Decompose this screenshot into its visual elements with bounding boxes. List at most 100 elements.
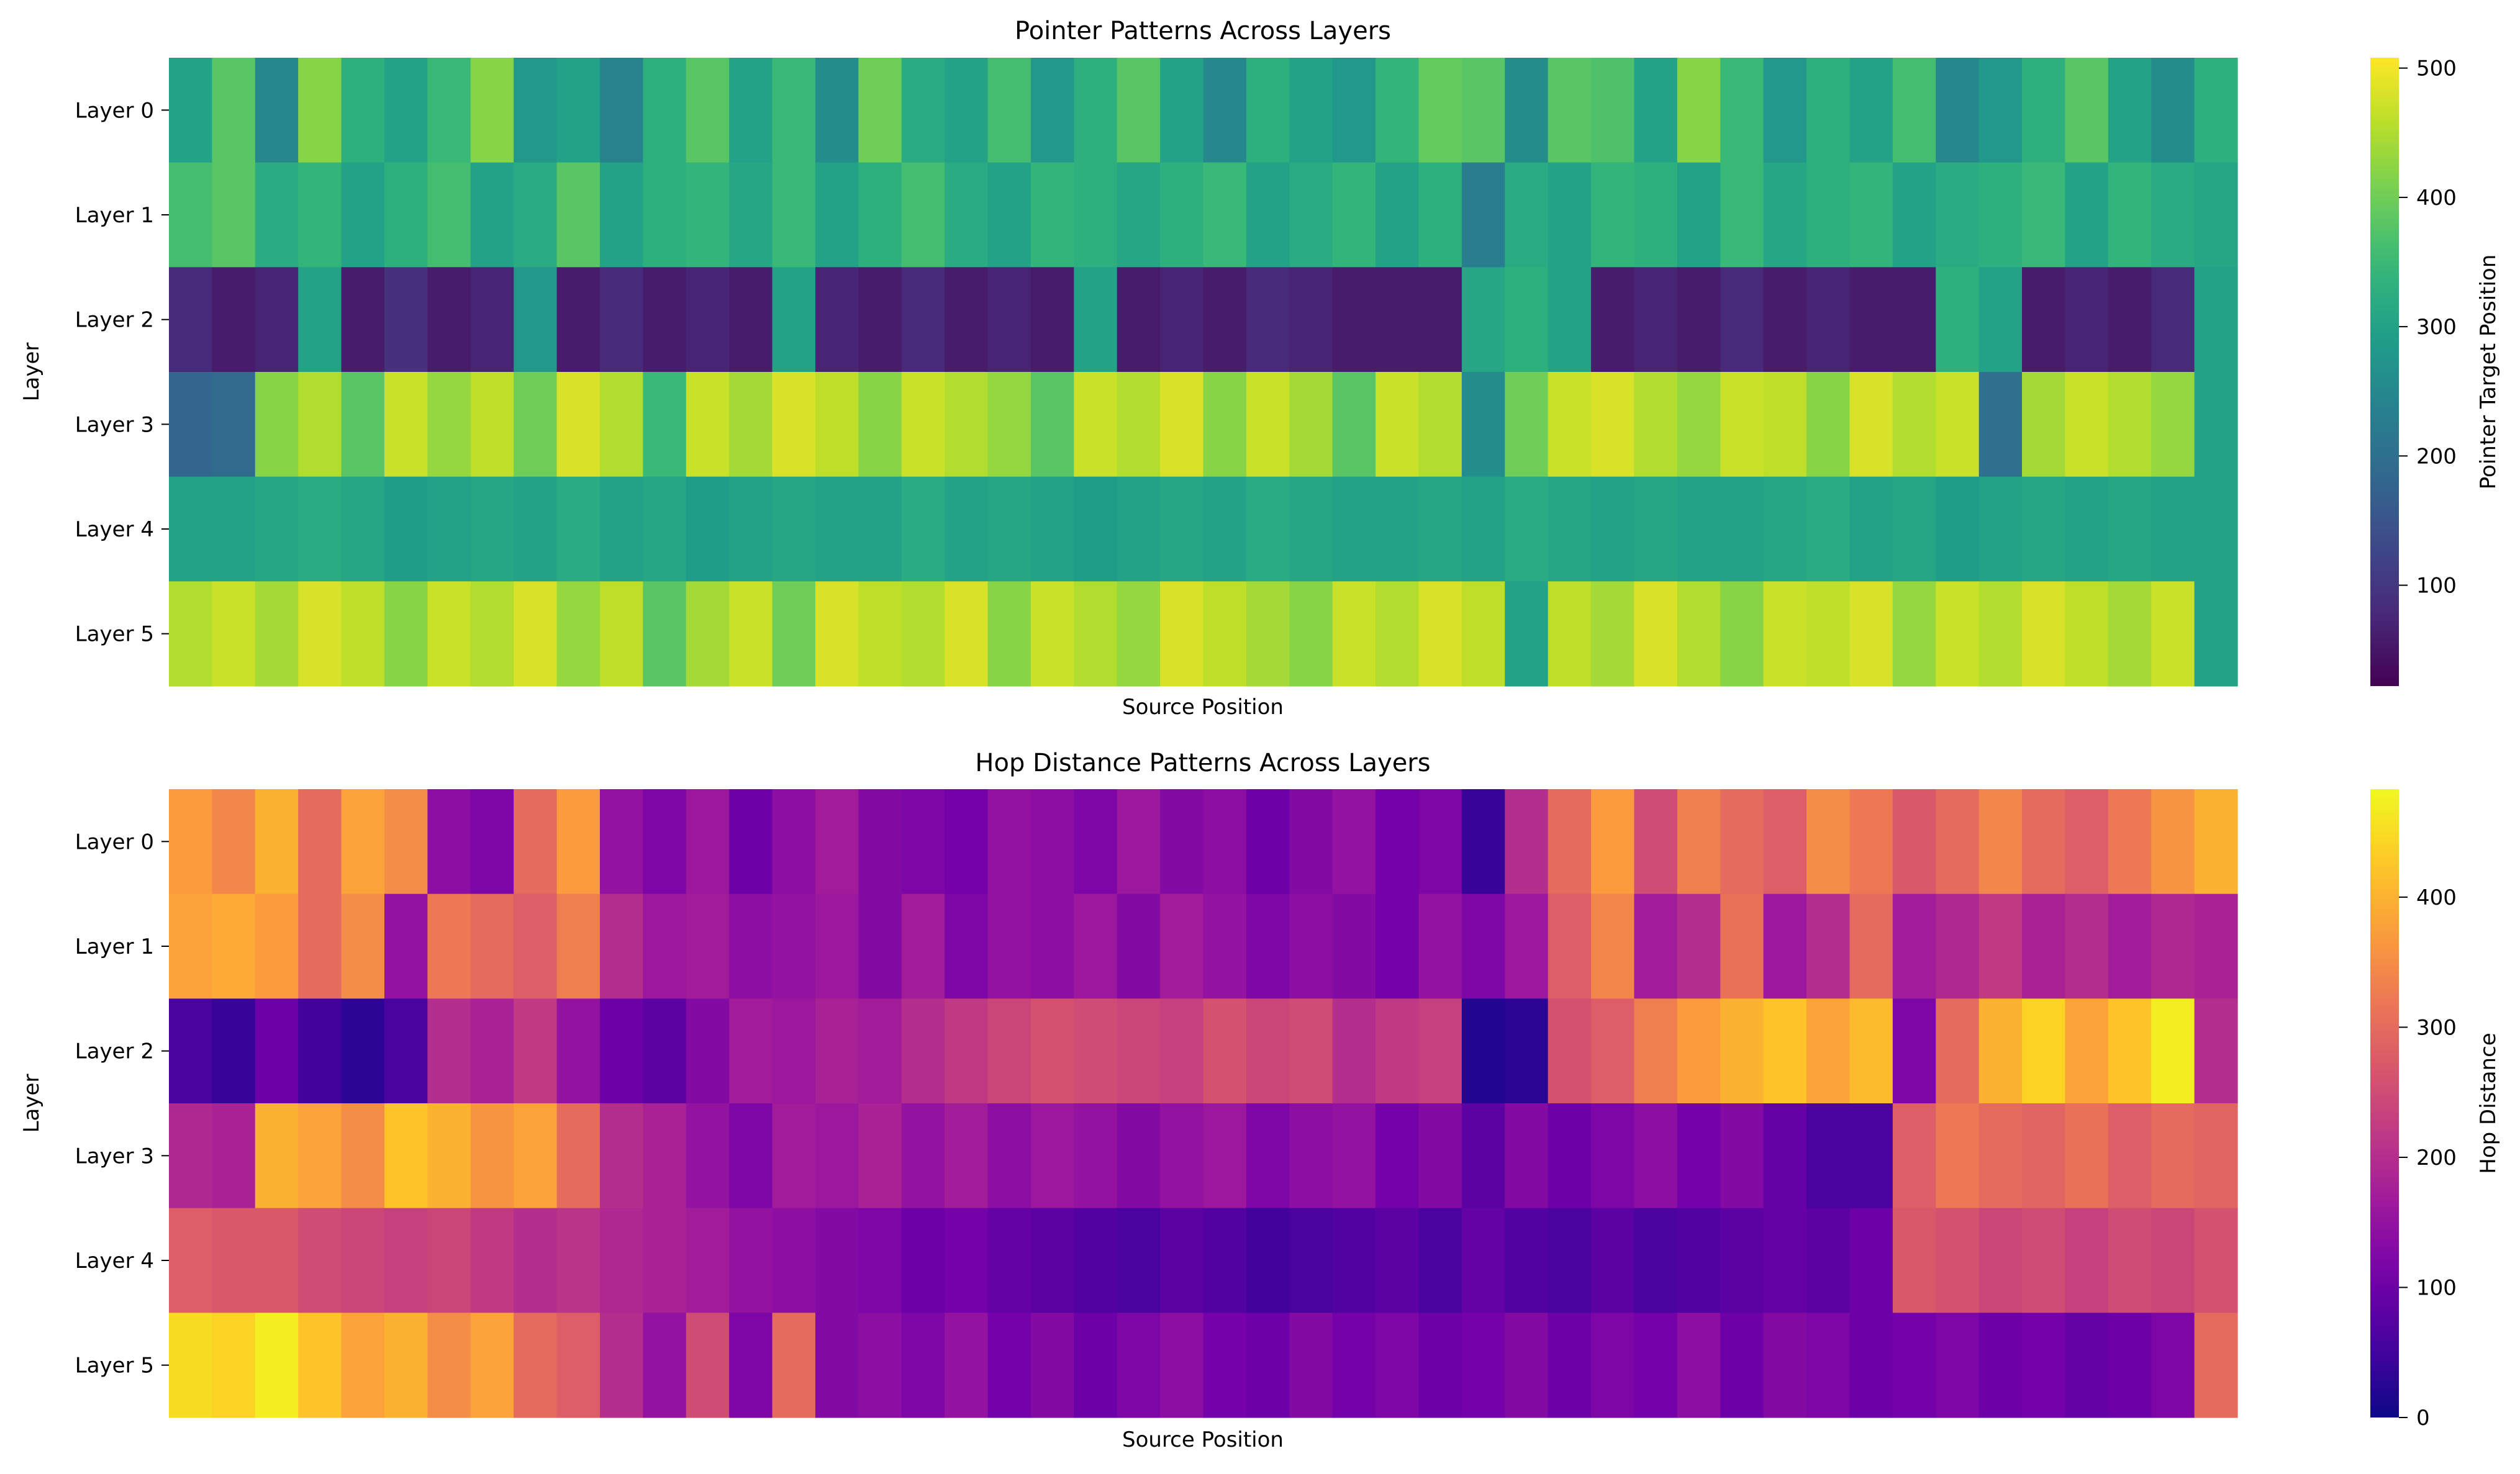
- heatmap-cell: [384, 1103, 428, 1209]
- heatmap-cell: [470, 1208, 514, 1313]
- heatmap-cell: [1978, 1208, 2023, 1313]
- heatmap-cell: [1418, 372, 1462, 477]
- heatmap-cell: [1849, 1313, 1893, 1418]
- heatmap-cell: [815, 998, 859, 1104]
- heatmap-cell: [2065, 372, 2109, 477]
- heatmap-cell: [427, 1313, 471, 1418]
- heatmap-cell: [772, 893, 816, 999]
- heatmap-cell: [772, 1313, 816, 1418]
- heatmap-cell: [1030, 1208, 1074, 1313]
- heatmap-cell: [514, 476, 558, 582]
- heatmap-cell: [1505, 1103, 1549, 1209]
- heatmap-cell: [945, 998, 989, 1104]
- heatmap-cell: [2065, 893, 2109, 999]
- heatmap-cell: [858, 789, 902, 895]
- heatmap-cell: [1246, 893, 1290, 999]
- heatmap-cell: [556, 58, 601, 163]
- heatmap-cell: [2065, 1103, 2109, 1209]
- hop-distance-heatmap-panel: Hop Distance Patterns Across Layers Sour…: [19, 749, 2501, 1452]
- heatmap-cell: [1978, 162, 2023, 268]
- heatmap-cell: [1289, 893, 1333, 999]
- heatmap-cell: [1677, 58, 1721, 163]
- heatmap-cell: [1548, 58, 1592, 163]
- heatmap-cell: [1461, 267, 1505, 373]
- heatmap-cell: [1634, 581, 1678, 687]
- heatmap-cell: [858, 1313, 902, 1418]
- heatmap-cell: [1461, 1208, 1505, 1313]
- heatmap-cell: [1806, 581, 1851, 687]
- heatmap-cell: [427, 789, 471, 895]
- heatmap-cell: [514, 581, 558, 687]
- heatmap-cell: [599, 267, 643, 373]
- heatmap-cell: [255, 998, 299, 1104]
- heatmap-cell: [945, 1208, 989, 1313]
- heatmap-cell: [341, 998, 385, 1104]
- heatmap-cell: [1246, 372, 1290, 477]
- heatmap-cell: [1806, 998, 1851, 1104]
- heatmap-cell: [2022, 1103, 2066, 1209]
- heatmap-cell: [2065, 998, 2109, 1104]
- heatmap-cell: [1246, 267, 1290, 373]
- chart-title: Pointer Patterns Across Layers: [1015, 17, 1391, 45]
- heatmap-cell: [556, 476, 601, 582]
- heatmap-cell: [514, 372, 558, 477]
- heatmap-cell: [384, 372, 428, 477]
- heatmap-cell: [1978, 789, 2023, 895]
- heatmap-cell: [212, 998, 256, 1104]
- chart-title: Hop Distance Patterns Across Layers: [975, 749, 1430, 777]
- heatmap-cell: [427, 581, 471, 687]
- heatmap-cell: [858, 1103, 902, 1209]
- heatmap-cell: [858, 162, 902, 268]
- heatmap-cell: [1074, 1103, 1118, 1209]
- heatmap-cell: [901, 476, 945, 582]
- heatmap-cell: [1548, 1208, 1592, 1313]
- heatmap-cell: [815, 893, 859, 999]
- heatmap-cell: [1892, 267, 1936, 373]
- heatmap-cell: [1677, 1313, 1721, 1418]
- heatmap-cell: [1332, 267, 1376, 373]
- heatmap-cell: [772, 267, 816, 373]
- heatmap-cell: [384, 1313, 428, 1418]
- heatmap-cell: [815, 162, 859, 268]
- heatmap-cell: [1720, 1313, 1764, 1418]
- heatmap-cell: [212, 267, 256, 373]
- heatmap-cell: [1117, 58, 1161, 163]
- heatmap-cell: [1634, 893, 1678, 999]
- heatmap-cell: [599, 372, 643, 477]
- heatmap-cell: [1505, 893, 1549, 999]
- heatmap-cell: [1978, 893, 2023, 999]
- heatmap-cell: [169, 1208, 212, 1313]
- heatmap-cell: [212, 58, 256, 163]
- heatmap-cell: [1591, 998, 1635, 1104]
- heatmap-cell: [1203, 581, 1247, 687]
- heatmap-cell: [341, 476, 385, 582]
- heatmap-cell: [1677, 789, 1721, 895]
- heatmap-cell: [1634, 1103, 1678, 1209]
- heatmap-cell: [1591, 267, 1635, 373]
- heatmap-cell: [1074, 1208, 1118, 1313]
- colorbar-tick-label: 300: [2416, 1015, 2457, 1040]
- heatmap-cell: [686, 1208, 730, 1313]
- heatmap-cell: [1246, 1313, 1290, 1418]
- heatmap-cell: [1117, 1208, 1161, 1313]
- heatmap-cell: [2194, 1313, 2238, 1418]
- heatmap-cell: [729, 476, 773, 582]
- heatmap-cell: [1160, 58, 1204, 163]
- heatmap-cell: [686, 1313, 730, 1418]
- heatmap-cell: [427, 372, 471, 477]
- heatmap-cell: [556, 1313, 601, 1418]
- heatmap-cell: [384, 476, 428, 582]
- heatmap-cell: [1849, 998, 1893, 1104]
- heatmap-cell: [987, 372, 1031, 477]
- heatmap-cell: [2065, 267, 2109, 373]
- y-tick-labels: Layer 0 Layer 1 Layer 2 Layer 3 Layer 4 Layer…: [75, 98, 169, 647]
- heatmap-cell: [2194, 162, 2238, 268]
- heatmap-cell: [2194, 998, 2238, 1104]
- heatmap-cell: [1376, 581, 1420, 687]
- heatmap-cell: [772, 162, 816, 268]
- heatmap-cell: [2108, 998, 2152, 1104]
- heatmap-cell: [2022, 998, 2066, 1104]
- heatmap-cell: [212, 162, 256, 268]
- heatmap-cell: [1332, 476, 1376, 582]
- heatmap-cell: [987, 1103, 1031, 1209]
